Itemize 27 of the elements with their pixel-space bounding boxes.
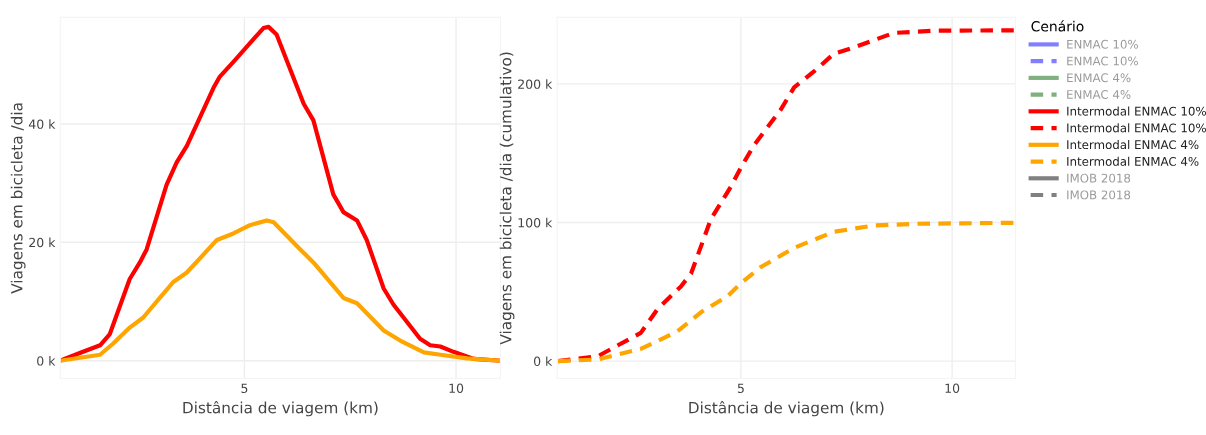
x-tick-label: 5	[241, 383, 248, 393]
y-tick-label: 0 k	[37, 355, 56, 366]
y-tick-label: 0 k	[533, 356, 553, 367]
legend-label: ENMAC 10%	[1067, 39, 1139, 49]
text: Intermodal ENMAC 10%	[1067, 123, 1206, 133]
y-tick-label: 200 k	[518, 79, 553, 89]
line-series	[60, 218, 501, 363]
x-tick-label: 5	[737, 383, 744, 393]
legend-title: Cenário	[1031, 20, 1084, 32]
y-tick-label: 100 k	[518, 217, 553, 228]
x-tick-label: 10	[449, 383, 464, 393]
legend-label: ENMAC 4%	[1067, 73, 1131, 83]
x-axis-title: Distância de viagem (km)	[183, 400, 378, 417]
line-series	[557, 220, 1016, 364]
legend-label: Intermodal ENMAC 10%	[1067, 106, 1206, 116]
legend-label: ENMAC 4%	[1067, 89, 1131, 99]
x-axis-title: Distância de viagem (km)	[689, 400, 884, 417]
legend-label: Intermodal ENMAC 4%	[1067, 139, 1199, 150]
y-tick-label: 20 k	[29, 237, 56, 248]
text: Intermodal ENMAC 4%	[1067, 156, 1199, 166]
y-axis-title: Viagens em bicicleta /dia (cumulativo)	[499, 52, 515, 345]
legend-label: ENMAC 10%	[1067, 56, 1139, 66]
y-tick-label: 40 k	[28, 119, 56, 129]
legend-label: IMOB 2018	[1067, 190, 1131, 200]
y-axis-title: Viagens em bicicleta /dia	[10, 103, 26, 294]
x-tick-label: 10	[945, 383, 960, 393]
legend-label: IMOB 2018	[1067, 173, 1131, 183]
